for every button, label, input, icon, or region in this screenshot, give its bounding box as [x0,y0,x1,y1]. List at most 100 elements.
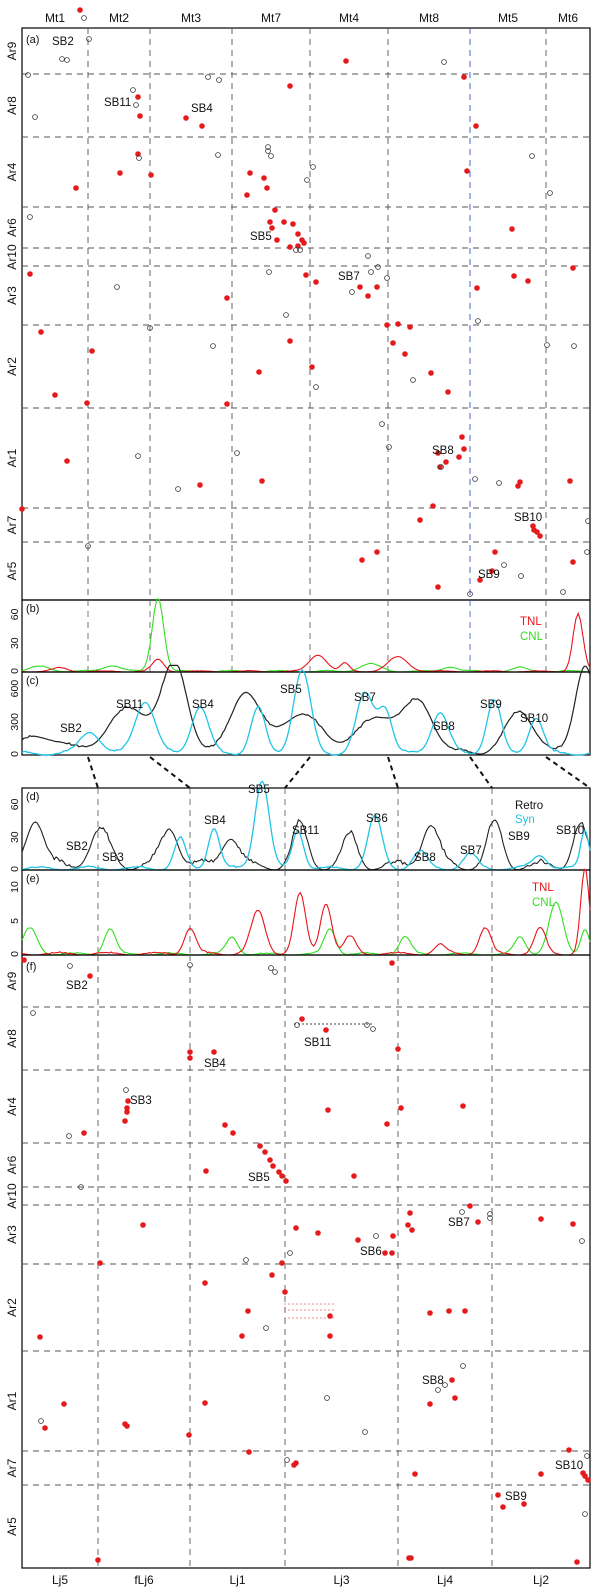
panel-c-retro-syn-density: 600 300 0 (c) SB2 SB11 SB4 SB5 SB7 SB8 SB9 SB10 [9,664,591,757]
red-gene-dot [293,1225,299,1231]
red-gene-dot [365,293,371,299]
open-gene-dot [135,453,141,459]
synteny-block-label: SB5 [248,1172,270,1184]
red-gene-dot [299,1016,305,1022]
open-gene-dot [518,573,524,579]
red-gene-dot [435,584,441,590]
red-gene-dot [287,338,293,344]
red-gene-dot [77,7,83,13]
syn-density-line [21,669,591,756]
red-gene-dot [267,1157,273,1163]
ar-row-label: Ar7 [5,1458,19,1477]
red-gene-dot [269,1272,275,1278]
synteny-block-label: SB2 [66,841,88,853]
red-gene-dot [281,219,287,225]
y-tick-label: 60 [9,608,21,620]
open-gene-dot [368,269,374,275]
red-gene-dot [570,1221,576,1227]
open-gene-dot [38,1418,44,1424]
red-gene-dot [390,340,396,346]
open-gene-dot [85,543,91,549]
red-gene-dot [283,1178,289,1184]
open-gene-dot [283,312,289,318]
legend-tnl: TNL [520,616,542,628]
red-gene-dot [89,348,95,354]
open-gene-dot [459,1209,465,1215]
open-gene-dot [294,1022,300,1028]
red-gene-dot [515,483,521,489]
ar-row-label: Ar8 [5,96,19,115]
open-gene-dot [472,476,478,482]
ar-row-label: Ar10 [5,1183,19,1209]
mt-chromosome-label: Mt6 [558,11,578,25]
synteny-block-label: SB7 [448,1217,470,1229]
open-gene-dot [27,214,33,220]
red-gene-dot [122,1118,128,1124]
connector-line [545,756,591,789]
red-gene-dot [186,1432,192,1438]
synteny-block-label: SB10 [514,512,542,524]
red-gene-dot [374,284,380,290]
synteny-block-label: SB5 [250,231,272,243]
synteny-block-label: SB11 [116,699,143,711]
red-gene-dot [461,74,467,80]
y-tick-label: 0 [9,751,21,757]
synteny-block-label: SB7 [338,271,360,283]
red-gene-dot [464,168,470,174]
red-gene-dot [408,1555,414,1561]
open-gene-dot [268,965,274,971]
y-tick-label: 5 [9,918,21,924]
red-gene-dot [417,517,423,523]
open-gene-dot [265,148,271,154]
ar-row-label: Ar3 [5,1225,19,1244]
panel-e-tnl-cnl-density: 10 5 0 (e) TNL CNL [9,868,591,957]
red-gene-dot [267,219,273,225]
panel-label: (c) [26,675,39,687]
legend-cnl: CNL [520,631,544,643]
open-gene-dot [496,480,502,486]
open-gene-dot [66,1133,72,1139]
synteny-block-label: SB7 [354,692,376,704]
synteny-block-label: SB6 [360,1246,382,1258]
tnl-density-line [22,868,591,956]
synteny-block-label: SB8 [433,721,455,733]
red-gene-dot [148,172,154,178]
red-gene-dot [124,1105,130,1111]
ar-row-label: Ar8 [5,1029,19,1048]
red-gene-dot [343,58,349,64]
red-gene-dot [257,1143,263,1149]
red-gene-dot [19,506,25,512]
mt-chromosome-label: Mt8 [419,11,439,25]
synteny-block-label: SB5 [248,784,270,796]
red-gene-dot [407,1210,413,1216]
open-gene-dot [313,384,319,390]
connector-line [469,756,493,789]
open-gene-dot [272,969,278,975]
red-gene-dot [37,1334,43,1340]
open-gene-dot [216,77,222,83]
open-gene-dot [487,1211,493,1217]
panel-label: (d) [26,791,39,803]
red-gene-dot [435,450,441,456]
panel-frame [21,671,591,756]
ar-row-label: Ar1 [5,448,19,467]
red-gene-dot [137,113,143,119]
synteny-block-label: SB4 [204,1058,226,1070]
retro-density-line [21,664,591,755]
red-gene-dot [585,1477,591,1483]
open-gene-dot [243,1257,249,1263]
red-gene-dot [202,1400,208,1406]
synteny-block-label: SB4 [192,699,214,711]
red-gene-dot [538,1216,544,1222]
legend-tnl: TNL [532,882,554,894]
open-gene-dot [584,549,590,555]
red-gene-dot [187,1049,193,1055]
open-gene-dot [30,1010,36,1016]
red-gene-dot [87,973,93,979]
open-gene-dot [547,190,553,196]
y-tick-label: 0 [9,951,21,957]
panel-a-frame [21,27,591,601]
synteny-block-label: SB11 [292,825,319,837]
red-gene-dot [95,1557,101,1563]
